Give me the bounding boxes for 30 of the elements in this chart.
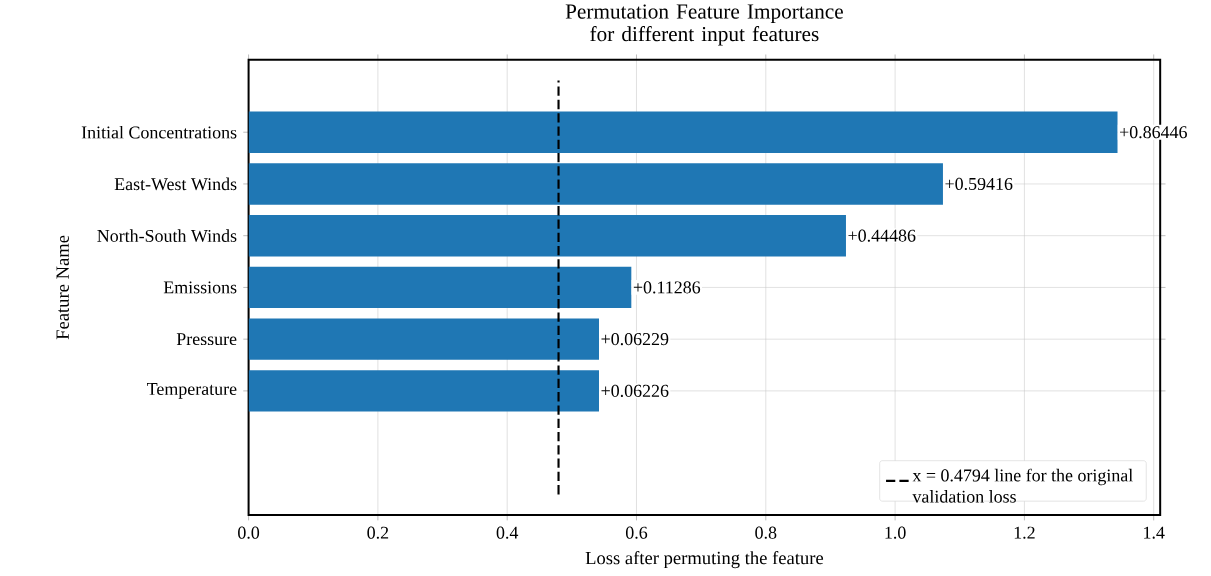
x-axis-title: Loss after permuting the feature xyxy=(585,551,824,569)
bar xyxy=(248,163,943,205)
bar xyxy=(248,266,632,309)
annotation: +0.06226 xyxy=(601,384,669,398)
x-tick-label: 1.0 xyxy=(885,526,906,539)
y-tick-label: Pressure xyxy=(176,333,237,346)
y-tick-label: Initial Concentrations xyxy=(81,125,237,139)
chart-title: Permutation Feature Importance for different input features xyxy=(565,4,843,46)
y-tick-label: East-West Winds xyxy=(114,177,237,191)
annotation: +0.06229 xyxy=(601,333,669,346)
x-tick-label: 0.8 xyxy=(755,526,777,539)
x-tick-label: 0.2 xyxy=(367,526,389,539)
annotation: +0.59416 xyxy=(945,177,1013,191)
x-tick-label: 0.4 xyxy=(496,526,519,539)
x-tick-label: 0.6 xyxy=(625,526,648,539)
annotation: +0.44486 xyxy=(848,229,916,242)
bar xyxy=(248,215,846,257)
bar xyxy=(248,370,599,412)
x-tick-label: 1.2 xyxy=(1014,526,1035,539)
y-tick-label: North-South Winds xyxy=(97,229,237,243)
annotation: +0.86446 xyxy=(1120,126,1187,139)
y-axis-title: Feature Name xyxy=(56,235,69,340)
x-tick-label: 0.0 xyxy=(238,526,260,539)
y-tick-label: Temperature xyxy=(147,383,237,399)
bar xyxy=(248,318,599,360)
y-tick-label: Emissions xyxy=(163,281,237,294)
x-tick-label: 1.4 xyxy=(1144,526,1165,539)
ref-line-label: x = 0.4794 line for the original validation loss xyxy=(912,468,1133,503)
annotation: +0.11286 xyxy=(633,281,701,294)
bar xyxy=(248,111,1118,153)
